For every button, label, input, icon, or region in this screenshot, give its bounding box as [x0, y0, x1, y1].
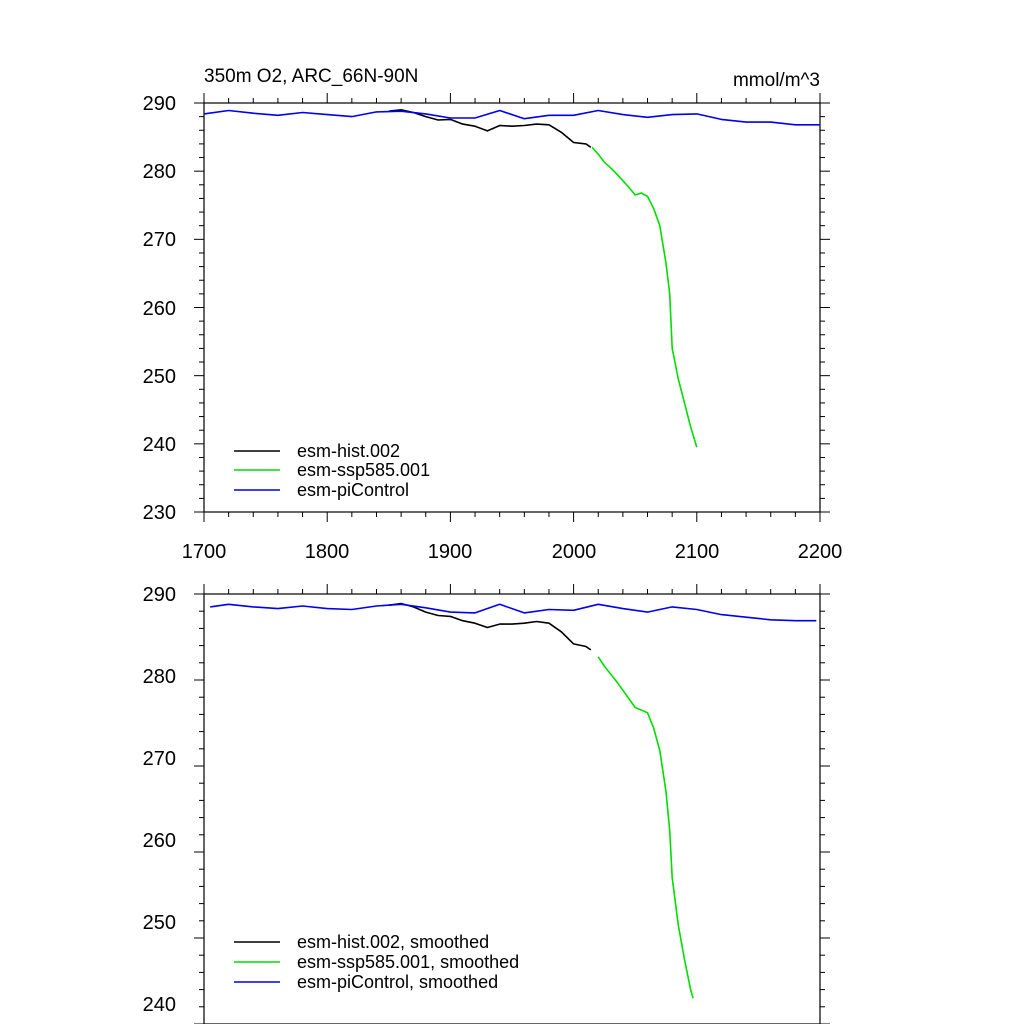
- top-x-tick-label: 2000: [552, 541, 597, 563]
- bottom-y-tick-label: 280: [143, 666, 176, 688]
- legend-label-esm-hist-smoothed: esm-hist.002, smoothed: [297, 932, 489, 952]
- top-series-group: [203, 109, 820, 448]
- legend-label-esm-picontrol: esm-piControl: [297, 480, 409, 500]
- top-y-tick-label: 270: [143, 229, 176, 251]
- top-x-tick-label: 1700: [182, 541, 227, 563]
- top-x-tick-label: 2100: [675, 541, 720, 563]
- bottom-series-line-esm-ssp585-001-smoothed: [597, 656, 694, 999]
- bottom-plot-frame: [203, 593, 821, 1024]
- bottom-y-tick-label: 290: [143, 584, 176, 606]
- top-x-tick-label: 2200: [798, 541, 843, 563]
- bottom-series-line-esm-hist-002-smoothed: [388, 602, 592, 651]
- top-y-tick-label: 290: [143, 93, 176, 115]
- bottom-y-tick-label: 240: [143, 994, 176, 1016]
- top-x-tick-labels: 1700 1800 1900 2000 2100 2200: [182, 541, 843, 563]
- top-y-tick-label: 240: [143, 434, 176, 456]
- top-y-tick-labels: 290 280 270 260 250 240 230: [143, 93, 176, 524]
- bottom-axis-ticks: [194, 584, 830, 1024]
- top-chart-units: mmol/m^3: [733, 70, 820, 91]
- legend-label-esm-ssp585-smoothed: esm-ssp585.001, smoothed: [297, 952, 519, 972]
- bottom-y-tick-label: 270: [143, 748, 176, 770]
- top-x-tick-label: 1800: [305, 541, 350, 563]
- legend-label-esm-picontrol-smoothed: esm-piControl, smoothed: [297, 972, 498, 992]
- bottom-series-group: [210, 602, 817, 999]
- top-plot-frame: [203, 102, 821, 513]
- top-x-tick-label: 1900: [428, 541, 473, 563]
- bottom-panel: 290 280 270 260 250 240 esm-hist.002, sm…: [143, 584, 830, 1024]
- bottom-legend: esm-hist.002, smoothed esm-ssp585.001, s…: [234, 932, 519, 992]
- top-y-tick-label: 260: [143, 298, 176, 320]
- top-axis-ticks: [194, 93, 830, 522]
- bottom-y-tick-label: 260: [143, 830, 176, 852]
- top-series-line-esm-ssp585-001: [591, 146, 698, 448]
- legend-label-esm-hist: esm-hist.002: [297, 441, 400, 461]
- bottom-series-line-esm-picontrol-smoothed: [210, 603, 817, 622]
- bottom-y-tick-labels: 290 280 270 260 250 240: [143, 584, 176, 1016]
- top-series-line-esm-picontrol: [203, 109, 820, 126]
- top-y-tick-label: 230: [143, 502, 176, 524]
- top-y-tick-label: 250: [143, 366, 176, 388]
- legend-label-esm-ssp585: esm-ssp585.001: [297, 460, 430, 480]
- top-panel: 350m O2, ARC_66N-90N mmol/m^3 290 280 27…: [143, 66, 843, 563]
- top-legend: esm-hist.002 esm-ssp585.001 esm-piContro…: [234, 441, 430, 500]
- bottom-y-tick-label: 250: [143, 912, 176, 934]
- top-y-tick-label: 280: [143, 161, 176, 183]
- top-chart-title: 350m O2, ARC_66N-90N: [204, 66, 418, 87]
- top-series-line-esm-hist-002: [388, 109, 592, 148]
